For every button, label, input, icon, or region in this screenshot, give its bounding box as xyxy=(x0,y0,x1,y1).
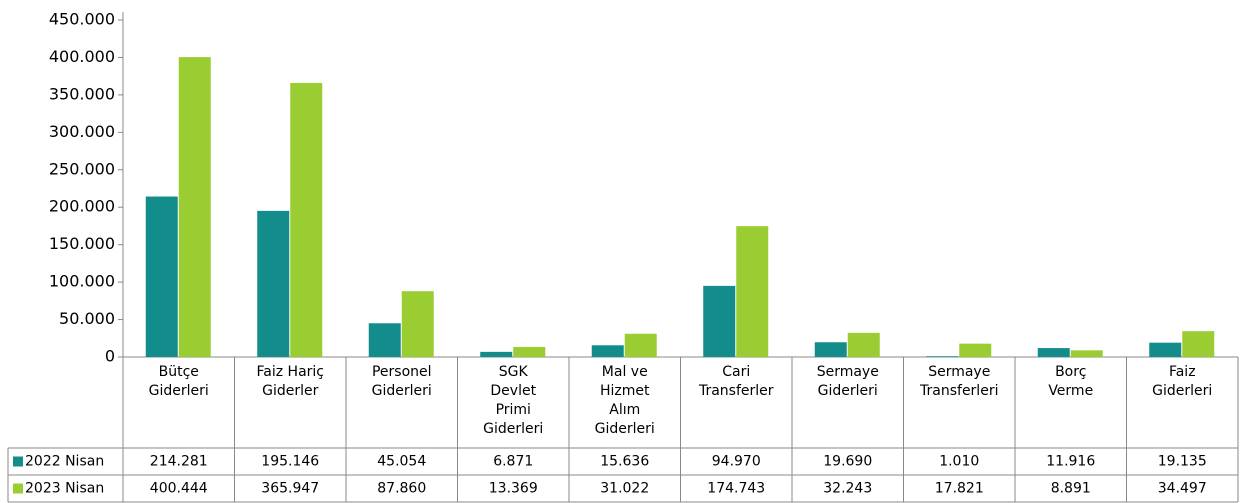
y-tick-label: 100.000 xyxy=(49,272,115,291)
x-tick-label: Faiz Hariç xyxy=(257,364,324,380)
x-tick-label: Giderleri xyxy=(818,383,878,399)
x-tick-label: Mal ve xyxy=(602,364,648,380)
bar xyxy=(703,285,736,357)
table-value: 34.497 xyxy=(1158,481,1207,497)
x-tick-label: Giderleri xyxy=(483,421,543,437)
bar xyxy=(290,82,323,358)
y-tick-label: 150.000 xyxy=(49,234,115,253)
legend-swatch xyxy=(13,456,23,467)
bar xyxy=(145,196,178,357)
x-tick-label: Hizmet xyxy=(600,383,650,399)
table-value: 1.010 xyxy=(939,454,979,470)
x-tick-label: Giderleri xyxy=(595,421,655,437)
x-tick-label: Giderler xyxy=(262,383,318,399)
legend-swatch xyxy=(13,483,23,494)
y-tick-label: 250.000 xyxy=(49,159,115,178)
x-tick-label: Personel xyxy=(372,364,432,380)
table-value: 45.054 xyxy=(377,454,426,470)
table-value: 31.022 xyxy=(600,481,649,497)
x-tick-label: Verme xyxy=(1048,383,1093,399)
table-value: 400.444 xyxy=(150,481,208,497)
x-tick-label: Faiz xyxy=(1169,364,1196,380)
table-value: 15.636 xyxy=(600,454,649,470)
table-value: 8.891 xyxy=(1051,481,1091,497)
x-tick-label: Alım xyxy=(609,402,640,418)
table-value: 17.821 xyxy=(935,481,984,497)
bar xyxy=(178,57,211,357)
x-tick-label: Primi xyxy=(496,402,531,418)
y-tick-label: 0 xyxy=(105,347,115,366)
x-tick-label: Transferler xyxy=(698,383,774,399)
x-tick-label: Giderleri xyxy=(149,383,209,399)
table-value: 13.369 xyxy=(489,481,538,497)
bar xyxy=(814,342,847,357)
table-value: 365.947 xyxy=(261,481,319,497)
legend-label: 2023 Nisan xyxy=(25,481,104,497)
table-value: 11.916 xyxy=(1046,454,1095,470)
table-value: 19.690 xyxy=(823,454,872,470)
x-tick-label: Giderleri xyxy=(1152,383,1212,399)
x-tick-label: Borç xyxy=(1055,364,1086,380)
bar xyxy=(257,210,290,357)
bar xyxy=(959,343,992,357)
bar xyxy=(1070,350,1103,357)
bar xyxy=(1037,348,1070,357)
bar xyxy=(591,345,624,357)
x-tick-label: Cari xyxy=(722,364,750,380)
bar xyxy=(847,332,880,357)
x-tick-label: Devlet xyxy=(490,383,536,399)
table-value: 87.860 xyxy=(377,481,426,497)
x-tick-label: Giderleri xyxy=(372,383,432,399)
y-tick-label: 400.000 xyxy=(49,47,115,66)
x-tick-label: Sermaye xyxy=(928,364,990,380)
legend-label: 2022 Nisan xyxy=(25,454,104,470)
bar xyxy=(368,323,401,357)
table-value: 6.871 xyxy=(493,454,533,470)
x-tick-label: Bütçe xyxy=(159,364,199,380)
x-tick-label: SGK xyxy=(499,364,529,380)
table-value: 94.970 xyxy=(712,454,761,470)
table-value: 174.743 xyxy=(707,481,765,497)
bar xyxy=(513,346,546,357)
bar xyxy=(1182,331,1215,357)
bar xyxy=(736,226,769,357)
bar xyxy=(624,333,657,357)
y-tick-label: 350.000 xyxy=(49,84,115,103)
y-tick-label: 450.000 xyxy=(49,10,115,29)
table-value: 19.135 xyxy=(1158,454,1207,470)
table-value: 195.146 xyxy=(261,454,319,470)
bar xyxy=(401,291,434,357)
bar xyxy=(480,351,513,357)
y-tick-label: 200.000 xyxy=(49,197,115,216)
table-value: 32.243 xyxy=(823,481,872,497)
x-tick-label: Sermaye xyxy=(817,364,879,380)
bar xyxy=(1149,342,1182,357)
table-value: 214.281 xyxy=(150,454,208,470)
y-tick-label: 300.000 xyxy=(49,122,115,141)
y-tick-label: 50.000 xyxy=(59,309,115,328)
bar xyxy=(926,356,959,357)
x-tick-label: Transferleri xyxy=(919,383,998,399)
